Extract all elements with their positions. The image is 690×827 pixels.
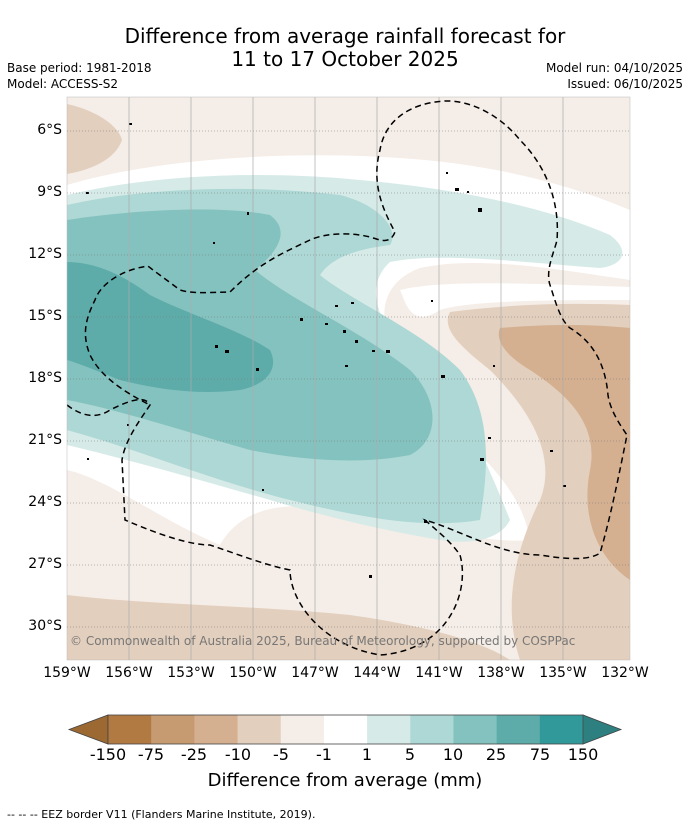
eez-borders bbox=[67, 100, 628, 656]
colorbar-tick: -5 bbox=[273, 745, 289, 764]
lon-label-147w: 147°W bbox=[291, 665, 339, 681]
colorbar-tick: 75 bbox=[529, 745, 551, 764]
map-fields bbox=[67, 97, 630, 660]
colorbar-segment bbox=[280, 715, 325, 744]
colorbar-tick: 150 bbox=[567, 745, 599, 764]
lat-label-12s: 12°S bbox=[28, 246, 62, 262]
right-meta: Model run: 04/10/2025 Issued: 06/10/2025 bbox=[546, 60, 683, 92]
colorbar-tick: -25 bbox=[180, 745, 208, 764]
colorbar-segment bbox=[496, 715, 541, 744]
colorbar-tick: 10 bbox=[442, 745, 464, 764]
colorbar-segment bbox=[194, 715, 239, 744]
lat-label-9s: 9°S bbox=[37, 184, 62, 200]
lon-label-159w: 159°W bbox=[43, 665, 91, 681]
colorbar-segment bbox=[151, 715, 195, 744]
colorbar-segment bbox=[367, 715, 411, 744]
lat-label-21s: 21°S bbox=[28, 432, 62, 448]
model-name: Model: ACCESS-S2 bbox=[7, 77, 119, 91]
issued-date: Issued: 06/10/2025 bbox=[567, 77, 683, 91]
field-dry-northwest bbox=[67, 104, 122, 174]
rainfall-map bbox=[66, 96, 631, 661]
colorbar-tick: 1 bbox=[361, 745, 373, 764]
lon-label-135w: 135°W bbox=[539, 665, 587, 681]
lon-gridlines bbox=[128, 97, 564, 660]
lon-label-150w: 150°W bbox=[229, 665, 277, 681]
colorbar-tick: -1 bbox=[316, 745, 332, 764]
eez-legend: -- -- -- EEZ border V11 (Flanders Marine… bbox=[7, 808, 316, 821]
lat-label-18s: 18°S bbox=[28, 370, 62, 386]
field-dry-south bbox=[67, 595, 510, 660]
colorbar-tick: 25 bbox=[485, 745, 507, 764]
lon-label-132w: 132°W bbox=[601, 665, 649, 681]
colorbar bbox=[67, 714, 623, 745]
colorbar-frame bbox=[107, 714, 584, 745]
colorbar-segment bbox=[323, 715, 368, 744]
colorbar-segment bbox=[108, 715, 152, 744]
field-very-dry-southeast bbox=[498, 324, 630, 580]
lat-label-27s: 27°S bbox=[28, 556, 62, 572]
lat-label-30s: 30°S bbox=[28, 618, 62, 634]
colorbar-tick: -150 bbox=[89, 745, 127, 764]
lon-label-153w: 153°W bbox=[167, 665, 215, 681]
colorbar-title: Difference from average (mm) bbox=[207, 770, 483, 791]
model-run: Model run: 04/10/2025 bbox=[545, 61, 683, 75]
colorbar-tick: 5 bbox=[404, 745, 416, 764]
colorbar-tick: -10 bbox=[224, 745, 252, 764]
field-wet-4 bbox=[67, 262, 274, 392]
lon-label-141w: 141°W bbox=[415, 665, 463, 681]
colorbar-over-arrow bbox=[582, 714, 623, 745]
colorbar-under-arrow bbox=[67, 714, 109, 745]
colorbar-segment bbox=[410, 715, 454, 744]
colorbar-segment bbox=[237, 715, 282, 744]
map-frame bbox=[66, 96, 631, 661]
field-wet-3 bbox=[67, 209, 433, 461]
copyright-notice: © Commonwealth of Australia 2025, Bureau… bbox=[70, 634, 576, 648]
lon-label-144w: 144°W bbox=[353, 665, 401, 681]
colorbar-tick: -75 bbox=[137, 745, 165, 764]
colorbar-segment bbox=[539, 715, 584, 744]
lat-label-6s: 6°S bbox=[37, 122, 62, 138]
left-meta: Base period: 1981-2018 Model: ACCESS-S2 bbox=[7, 60, 152, 92]
lat-gridlines bbox=[67, 130, 630, 628]
map-title-line1: Difference from average rainfall forecas… bbox=[124, 24, 566, 48]
lon-label-138w: 138°W bbox=[477, 665, 525, 681]
field-near-normal-south bbox=[400, 283, 630, 317]
colorbar-segment bbox=[453, 715, 498, 744]
base-period: Base period: 1981-2018 bbox=[7, 61, 152, 75]
lat-label-15s: 15°S bbox=[28, 308, 62, 324]
lon-label-156w: 156°W bbox=[105, 665, 153, 681]
map-title-line2: 11 to 17 October 2025 bbox=[231, 47, 459, 71]
lat-label-24s: 24°S bbox=[28, 494, 62, 510]
